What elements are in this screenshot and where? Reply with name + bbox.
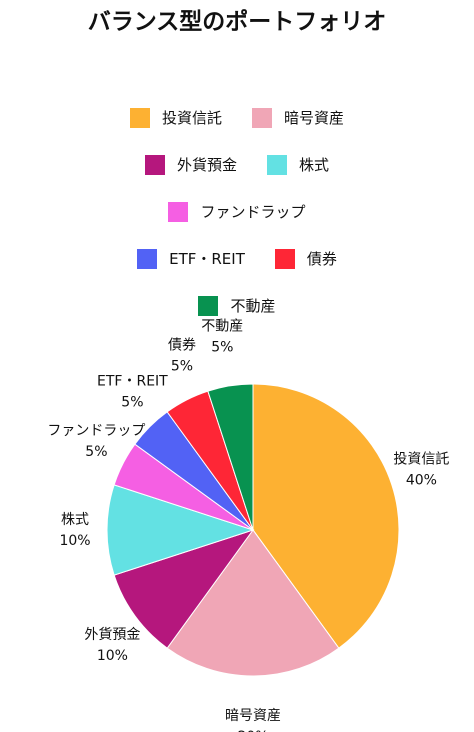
pie-slice[interactable]: [113, 529, 255, 649]
slice-label: 債券 5%: [168, 337, 196, 374]
legend-swatch: [144, 154, 165, 175]
legend-row: 外貨預金 株式: [0, 141, 474, 188]
slice-label: 株式 10%: [59, 512, 90, 549]
slice-label-value: 5%: [121, 394, 143, 410]
slice-label: ファンドラップ 5%: [47, 423, 145, 460]
legend-label: 債券: [306, 250, 337, 268]
legend-item[interactable]: ETF・REIT: [137, 248, 245, 269]
legend-item[interactable]: 債券: [274, 248, 337, 269]
legend-swatch: [168, 201, 189, 222]
slice-label-name: 株式: [61, 512, 89, 528]
legend-swatch: [252, 107, 272, 128]
legend-swatch: [274, 248, 295, 269]
slice-label: 不動産 5%: [201, 318, 243, 355]
slice-label-value: 10%: [97, 648, 128, 664]
legend-label: ETF・REIT: [169, 250, 245, 268]
pie-slice[interactable]: [252, 383, 400, 649]
legend-label: 投資信託: [161, 109, 222, 127]
slice-label-value: 40%: [406, 472, 437, 488]
legend-label: 株式: [299, 156, 330, 174]
legend-label: 外貨預金: [176, 156, 237, 174]
legend-item[interactable]: 暗号資産: [252, 107, 344, 128]
slice-label-name: ファンドラップ: [47, 423, 145, 439]
legend-item[interactable]: ファンドラップ: [168, 201, 306, 222]
slice-label-name: 外貨預金: [84, 626, 140, 643]
slice-label-value: 5%: [171, 358, 193, 374]
legend-row: 投資信託 暗号資産: [0, 94, 474, 141]
legend-item[interactable]: 投資信託: [129, 107, 222, 128]
pie-slice[interactable]: [166, 529, 340, 677]
pie-slice[interactable]: [106, 484, 255, 576]
slice-label-name: ETF・REIT: [97, 373, 168, 389]
legend-item[interactable]: 不動産: [198, 295, 276, 316]
legend-swatch: [267, 154, 287, 175]
slice-label-value: 20%: [237, 729, 268, 732]
slice-label: ETF・REIT 5%: [97, 373, 168, 410]
slice-label-value: 10%: [59, 533, 90, 549]
slice-label-name: 不動産: [201, 318, 243, 334]
chart-title: バランス型のポートフォリオ: [87, 9, 387, 35]
legend-swatch: [137, 248, 158, 269]
legend-swatch: [198, 295, 219, 316]
legend-row: ETF・REIT 債券: [0, 235, 474, 282]
legend-label: 不動産: [230, 297, 276, 315]
slice-label: 投資信託 40%: [393, 451, 449, 488]
legend-swatch: [129, 107, 150, 128]
legend-item[interactable]: 外貨預金: [144, 154, 237, 175]
slice-label: 外貨預金 10%: [84, 626, 140, 664]
slice-label-name: 暗号資産: [225, 708, 281, 724]
slice-label-name: 投資信託: [393, 451, 449, 467]
legend-row: 不動産: [0, 282, 474, 329]
slice-label-value: 5%: [211, 339, 233, 355]
slice-label: 暗号資産 20%: [225, 708, 281, 732]
legend-item[interactable]: 株式: [267, 154, 329, 175]
slice-label-name: 債券: [168, 337, 196, 353]
pie-slice[interactable]: [207, 383, 254, 531]
legend-label: 暗号資産: [284, 109, 345, 127]
slice-label-value: 5%: [85, 444, 107, 460]
legend-label: ファンドラップ: [200, 203, 306, 221]
legend-row: ファンドラップ: [0, 188, 474, 235]
